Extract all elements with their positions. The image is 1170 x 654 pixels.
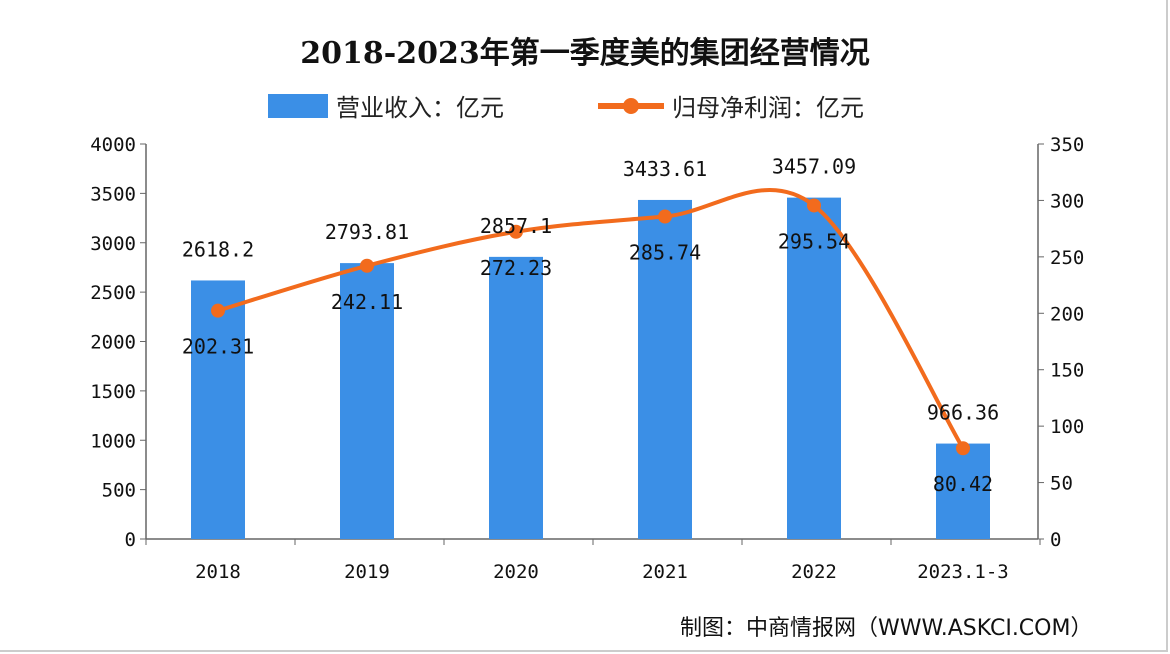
right-tick-label: 300 [1050, 190, 1084, 212]
right-tick-label: 150 [1050, 360, 1084, 382]
revenue-data-label: 3433.61 [623, 157, 707, 181]
revenue-data-label: 966.36 [927, 401, 999, 425]
left-tick-label: 500 [102, 480, 136, 502]
right-tick-label: 250 [1050, 247, 1084, 269]
chart-title: 2018-2023年第一季度美的集团经营情况 [300, 36, 870, 71]
left-tick-label: 2500 [90, 282, 136, 304]
left-tick-label: 3500 [90, 183, 136, 205]
right-tick-label: 350 [1050, 134, 1084, 156]
right-tick-label: 100 [1050, 416, 1084, 438]
left-tick-label: 1500 [90, 381, 136, 403]
revenue-data-label: 2618.2 [182, 237, 254, 261]
right-tick-label: 200 [1050, 303, 1084, 325]
revenue-bar [340, 263, 394, 539]
legend-bar-swatch [268, 93, 328, 118]
profit-data-label: 272.23 [480, 256, 552, 280]
profit-point [509, 224, 523, 239]
profit-data-label: 242.11 [331, 290, 403, 314]
left-tick-label: 3000 [90, 233, 136, 255]
x-tick-label: 2022 [791, 561, 837, 583]
x-tick-label: 2020 [493, 561, 539, 583]
legend-label: 营业收入：亿元 [336, 94, 504, 122]
revenue-data-label: 2793.81 [325, 220, 409, 244]
profit-data-label: 80.42 [933, 472, 993, 496]
left-tick-label: 4000 [90, 134, 136, 156]
profit-data-label: 295.54 [778, 229, 850, 253]
x-tick-label: 2018 [195, 561, 241, 583]
revenue-bar [191, 280, 245, 539]
profit-point [807, 198, 821, 213]
profit-data-label: 202.31 [182, 335, 254, 359]
x-tick-label: 2021 [642, 561, 688, 583]
profit-point [956, 441, 970, 456]
left-tick-label: 2000 [90, 332, 136, 354]
legend-label: 归母净利润：亿元 [672, 94, 864, 122]
profit-point [360, 258, 374, 273]
revenue-bar [787, 197, 841, 539]
revenue-data-label: 3457.09 [772, 155, 856, 179]
x-tick-label: 2019 [344, 561, 390, 583]
legend-line-swatch [598, 97, 664, 114]
revenue-bar [489, 256, 543, 539]
profit-point [658, 209, 672, 224]
profit-point [211, 303, 225, 318]
source-note: 制图：中商情报网（WWW.ASKCI.COM） [680, 616, 1093, 641]
revenue-bar [638, 199, 692, 539]
right-tick-label: 0 [1050, 529, 1061, 551]
profit-data-label: 285.74 [629, 241, 701, 265]
legend-revenue: 营业收入：亿元 [268, 88, 504, 123]
revenue-data-label: 2857.1 [480, 214, 552, 238]
x-tick-label: 2023.1-3 [917, 561, 1009, 583]
left-tick-label: 0 [125, 529, 136, 551]
right-tick-label: 50 [1050, 473, 1073, 495]
revenue-bar [936, 443, 990, 539]
legend-profit: 归母净利润：亿元 [598, 88, 864, 123]
left-tick-label: 1000 [90, 430, 136, 452]
